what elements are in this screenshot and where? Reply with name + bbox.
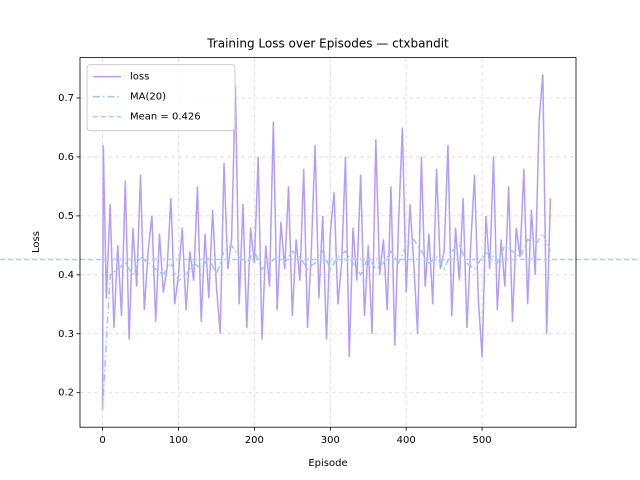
series-line	[101, 74, 552, 411]
x-tick-label: 200	[245, 435, 264, 446]
y-tick-label: 0.2	[58, 388, 74, 399]
legend-label: loss	[130, 72, 149, 83]
series-line	[101, 231, 552, 411]
legend: loss MA(20) Mean = 0.426	[86, 64, 236, 132]
x-tick-label: 0	[99, 435, 105, 446]
x-tick-label: 300	[321, 435, 340, 446]
legend-box	[86, 64, 236, 132]
x-tick-label: 500	[473, 435, 492, 446]
y-axis-label: Loss	[31, 231, 42, 253]
y-tick-label: 0.7	[58, 93, 74, 104]
plot-frame	[79, 57, 577, 428]
x-axis-label: Episode	[308, 458, 347, 469]
chart-title: Training Loss over Episodes — ctxbandit	[206, 37, 449, 51]
x-tick-label: 100	[169, 435, 188, 446]
x-tick-label: 400	[397, 435, 416, 446]
y-tick-label: 0.4	[58, 270, 74, 281]
y-tick-label: 0.6	[58, 152, 74, 163]
y-tick-label: 0.3	[58, 329, 74, 340]
legend-label: Mean = 0.426	[130, 112, 201, 123]
legend-label: MA(20)	[130, 92, 166, 103]
y-tick-label: 0.5	[58, 211, 74, 222]
